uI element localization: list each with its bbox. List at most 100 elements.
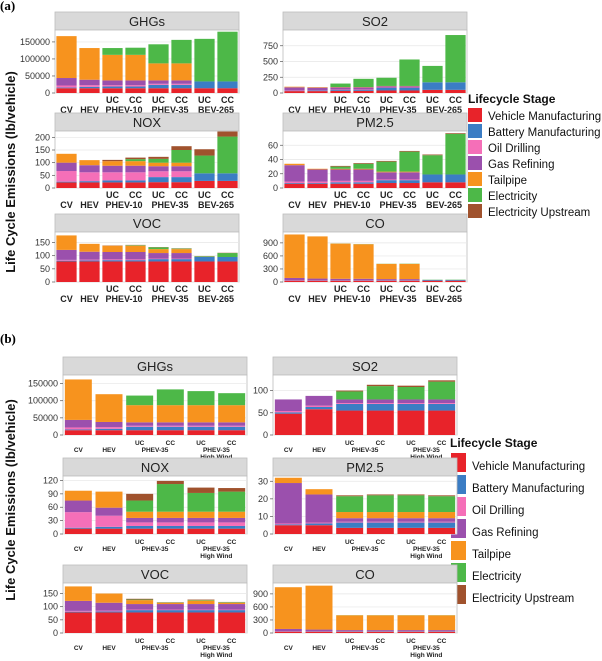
bar-segment bbox=[428, 495, 456, 497]
bar-segment bbox=[171, 253, 192, 259]
bar-segment bbox=[126, 422, 154, 426]
bar-segment bbox=[187, 600, 215, 605]
bar-segment bbox=[156, 612, 184, 633]
bar-segment bbox=[171, 166, 192, 172]
x-tick-label: UC bbox=[152, 284, 165, 294]
facet-title: NOX bbox=[133, 115, 162, 130]
bar-segment bbox=[79, 86, 100, 89]
bar-segment bbox=[95, 515, 123, 527]
bar-segment bbox=[126, 405, 154, 423]
x-tick-label: UC bbox=[426, 95, 439, 105]
y-tick-label: 100000 bbox=[28, 396, 58, 406]
bar-segment bbox=[126, 528, 154, 534]
x-group-label: PHEV-10 bbox=[333, 294, 370, 304]
bar-segment bbox=[95, 507, 123, 516]
bar-segment bbox=[187, 511, 215, 518]
facet-title: GHGs bbox=[137, 359, 174, 374]
bar-segment bbox=[194, 256, 215, 257]
bar-segment bbox=[330, 180, 351, 183]
legend-item-label: Battery Manufacturing bbox=[472, 483, 585, 495]
bar-segment bbox=[336, 403, 364, 411]
bar-segment bbox=[336, 518, 364, 522]
bar-segment bbox=[445, 82, 466, 90]
x-group-label: PHEV-35 bbox=[151, 200, 188, 210]
bar-segment bbox=[353, 163, 374, 164]
bar-segment bbox=[56, 36, 77, 79]
y-tick-label: 0 bbox=[263, 529, 268, 539]
bar-segment bbox=[102, 165, 123, 173]
bar-segment bbox=[194, 173, 215, 181]
legend-item-label: Vehicle Manufacturing bbox=[488, 111, 601, 123]
bar-segment bbox=[307, 90, 328, 92]
bar-segment bbox=[187, 426, 215, 431]
plot-area bbox=[62, 374, 248, 436]
bar-segment bbox=[95, 612, 123, 633]
bar-segment bbox=[148, 63, 169, 81]
bar-segment bbox=[274, 483, 302, 524]
bar-segment bbox=[307, 236, 328, 279]
x-tick-label: CC bbox=[437, 638, 447, 645]
bar-segment bbox=[217, 88, 238, 93]
bar-segment bbox=[366, 384, 394, 387]
bar-segment bbox=[64, 612, 92, 633]
bar-segment bbox=[366, 631, 394, 633]
bar-segment bbox=[187, 405, 215, 423]
y-tick-label: 0 bbox=[53, 628, 58, 638]
bar-segment bbox=[95, 428, 123, 431]
x-tick-label: HEV bbox=[308, 200, 327, 210]
bar-segment bbox=[148, 261, 169, 282]
bar-segment bbox=[218, 491, 246, 512]
bar-segment bbox=[56, 261, 77, 282]
bar-segment bbox=[156, 517, 184, 523]
bar-segment bbox=[171, 63, 192, 81]
bar-segment bbox=[171, 259, 192, 262]
bar-segment bbox=[307, 183, 328, 188]
x-tick-label: UC bbox=[198, 95, 211, 105]
bar-segment bbox=[148, 258, 169, 260]
x-tick-label: UC bbox=[196, 440, 206, 447]
bar-segment bbox=[376, 180, 397, 184]
bar-segment bbox=[56, 260, 77, 262]
bar-segment bbox=[399, 263, 420, 280]
bar-segment bbox=[397, 518, 425, 522]
legend-swatch bbox=[468, 156, 482, 170]
bar-segment bbox=[428, 512, 456, 519]
bar-segment bbox=[353, 168, 374, 170]
bar-segment bbox=[95, 610, 123, 612]
bar-segment bbox=[171, 258, 192, 260]
bar-segment bbox=[376, 263, 397, 280]
x-tick-label: HEV bbox=[312, 546, 326, 553]
bar-segment bbox=[218, 602, 246, 605]
bar-segment bbox=[274, 477, 302, 484]
x-group-label: PHEV-35 High Wind bbox=[410, 447, 442, 461]
bar-segment bbox=[422, 65, 443, 83]
bar-segment bbox=[102, 180, 123, 183]
bar-segment bbox=[56, 85, 77, 88]
legend-item-label: Vehicle Manufacturing bbox=[472, 461, 585, 473]
bar-segment bbox=[397, 403, 425, 404]
x-group-label: PHEV-35 High Wind bbox=[200, 546, 232, 560]
y-tick-label: 100 bbox=[35, 251, 50, 261]
facet-title: PM2.5 bbox=[356, 115, 394, 130]
x-tick-label: CC bbox=[437, 440, 447, 447]
x-tick-label: UC bbox=[380, 190, 393, 200]
bar-segment bbox=[79, 182, 100, 188]
bar-segment bbox=[366, 403, 394, 404]
x-tick-label: CV bbox=[60, 200, 73, 210]
x-tick-label: CC bbox=[175, 284, 188, 294]
bar-segment bbox=[284, 183, 305, 188]
bar-segment bbox=[217, 81, 238, 89]
bar-segment bbox=[125, 182, 146, 188]
bar-segment bbox=[330, 90, 351, 93]
bar-segment bbox=[336, 521, 364, 523]
x-tick-label: CC bbox=[129, 190, 142, 200]
bar-segment bbox=[102, 252, 123, 260]
y-tick-label: 120 bbox=[43, 475, 58, 485]
bar-segment bbox=[156, 484, 184, 512]
x-group-label: PHEV-35 High Wind bbox=[200, 447, 232, 461]
bar-segment bbox=[56, 259, 77, 261]
